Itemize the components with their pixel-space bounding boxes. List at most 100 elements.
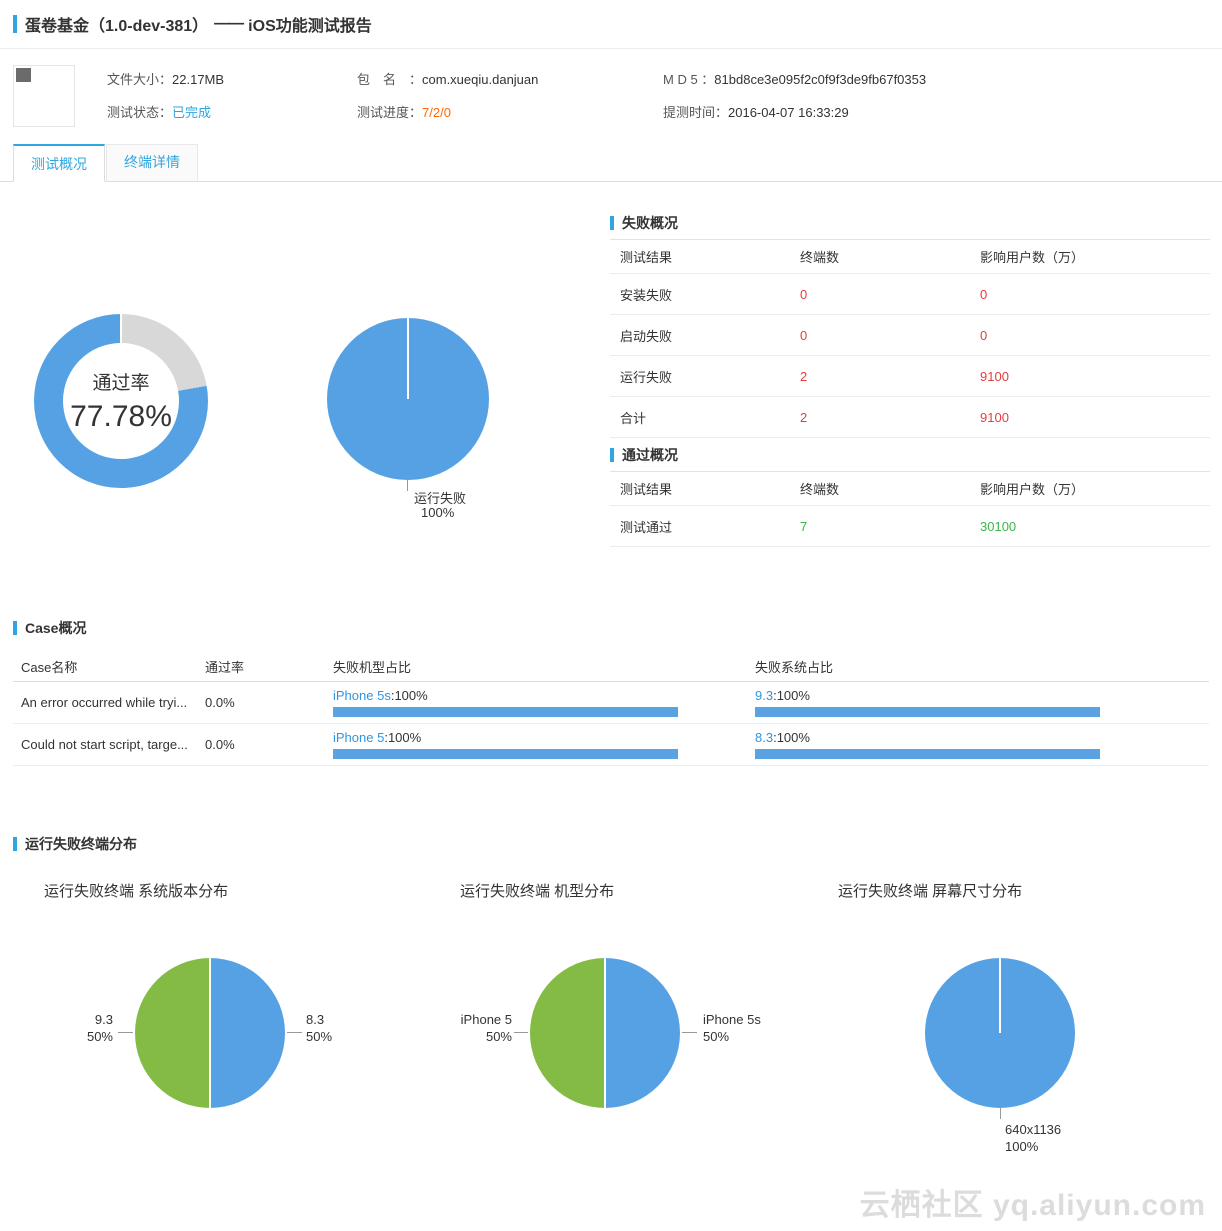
failure-table-title-text: 失败概况 (622, 214, 678, 231)
column-header: 影响用户数（万） (980, 482, 1085, 497)
md5: M D 5 ：81bd8ce3e095f2c0f9f3de9fb67f0353 (663, 69, 1222, 88)
slice-percent: 50% (86, 1029, 113, 1044)
file-size-value: 22.17MB (172, 72, 225, 87)
pass-table-title-text: 通过概况 (622, 446, 678, 463)
case-name: Could not start script, targe... (21, 737, 188, 752)
case-row: Could not start script, targe... 0.0% iP… (13, 724, 1209, 766)
case-table-header: Case名称 通过率 失败机型占比 失败系统占比 (13, 652, 1209, 682)
package-name: 包 名 ：com.xueqiu.danjuan (357, 69, 663, 88)
affected-users: 0 (980, 286, 988, 302)
page-title: 蛋卷基金（1.0-dev-381） —— iOS功能测试报告 (25, 12, 372, 36)
model-bar-track (333, 707, 678, 717)
watermark: 云栖社区 yq.aliyun.com (859, 1189, 1206, 1222)
terminal-count: 2 (800, 409, 808, 425)
result-name: 安装失败 (620, 287, 673, 303)
distribution-charts: 运行失败终端 系统版本分布 9.3 50% 8.3 50% 运行失败终端 机型分… (13, 880, 1222, 1192)
leader-line (682, 1032, 697, 1033)
section-accent-bar (13, 621, 17, 635)
case-section-title-text: Case概况 (25, 620, 87, 636)
failure-pie-percent: 100% (421, 505, 455, 520)
md5-label: M D 5 ： (663, 72, 715, 87)
column-header: Case名称 (21, 660, 78, 675)
system-bar (755, 707, 1100, 717)
slice-percent: 50% (485, 1029, 512, 1044)
submit-time-value: 2016-04-07 16:33:29 (728, 105, 849, 120)
report-title: iOS功能测试报告 (248, 18, 372, 35)
pass-table-header: 测试结果 终端数 影响用户数（万） (610, 472, 1210, 506)
failed-system-label: 9.3:100% (755, 688, 1209, 703)
model-bar (333, 749, 678, 759)
affected-users: 9100 (980, 409, 1009, 425)
affected-users: 0 (980, 327, 988, 343)
system-name: 8.3 (755, 730, 774, 745)
file-size-label: 文件大小： (107, 72, 173, 87)
table-row: 运行失败 2 9100 (610, 356, 1210, 397)
leader-line (287, 1032, 302, 1033)
case-pass-rate: 0.0% (205, 695, 235, 710)
dist-chart-title: 运行失败终端 系统版本分布 (44, 883, 229, 900)
failed-system-cell: 9.3:100% (755, 688, 1209, 717)
app-info-panel: 文件大小：22.17MB 测试状态：已完成 包 名 ：com.xueqiu.da… (0, 49, 1222, 133)
submit-time-label: 提测时间： (663, 105, 729, 120)
test-status-label: 测试状态： (107, 105, 173, 120)
column-header: 失败机型占比 (333, 660, 412, 675)
dist-chart-screen-size: 运行失败终端 屏幕尺寸分布 640x1136 100% (819, 880, 1222, 1192)
case-pass-rate: 0.0% (205, 737, 235, 752)
system-name: 9.3 (755, 688, 774, 703)
table-row: 启动失败 0 0 (610, 315, 1210, 356)
column-header: 测试结果 (620, 482, 673, 497)
pie-left-label: iPhone 5 50% (426, 1011, 512, 1045)
failure-pie-leader-line (407, 480, 408, 491)
test-status: 测试状态：已完成 (107, 102, 357, 121)
tab-terminal-detail[interactable]: 终端详情 (106, 144, 198, 181)
app-icon (13, 65, 75, 127)
test-status-value: 已完成 (172, 105, 212, 120)
slice-label: 8.3 (306, 1012, 325, 1027)
tab-test-overview[interactable]: 测试概况 (13, 144, 105, 182)
terminal-count: 0 (800, 327, 808, 343)
test-progress: 测试进度：7/2/0 (357, 102, 663, 121)
section-accent-bar (13, 837, 17, 851)
leader-line (118, 1032, 133, 1033)
model-name: iPhone 5 (333, 730, 385, 745)
case-name: An error occurred while tryi... (21, 695, 188, 710)
failure-table-title: 失败概况 (610, 206, 1210, 240)
pass-rate-label: 通过率 (92, 373, 150, 394)
section-accent-bar (610, 215, 614, 230)
case-section-title: Case概况 (13, 618, 1209, 638)
failure-pie-label: 运行失败 (414, 491, 467, 506)
slice-percent: 50% (306, 1029, 333, 1044)
distribution-section-title-text: 运行失败终端分布 (25, 836, 137, 852)
pie-left-label: 9.3 50% (43, 1011, 113, 1045)
app-info-col-3: M D 5 ：81bd8ce3e095f2c0f9f3de9fb67f0353 … (663, 65, 1222, 127)
system-percent: :100% (773, 688, 810, 703)
column-header: 终端数 (800, 482, 840, 497)
terminal-count: 0 (800, 286, 808, 302)
title-dash: —— (214, 15, 244, 32)
result-name: 合计 (620, 410, 647, 426)
table-row: 安装失败 0 0 (610, 274, 1210, 315)
pie-right-label: iPhone 5s 50% (703, 1011, 761, 1045)
terminal-count: 2 (800, 368, 808, 384)
os-version-pie (135, 958, 285, 1108)
terminal-count: 7 (800, 518, 808, 534)
section-accent-bar (610, 447, 614, 462)
failed-system-label: 8.3:100% (755, 730, 1209, 745)
overview-section: 通过率 77.78% 运行失败 100% 失败概况 测试结果 终端数 影响用户数… (0, 182, 1222, 558)
affected-users: 30100 (980, 518, 1017, 534)
failed-model-label: iPhone 5:100% (333, 730, 755, 745)
model-name: iPhone 5s (333, 688, 391, 703)
slice-label: 640x1136 (1005, 1122, 1062, 1137)
dist-chart-title: 运行失败终端 屏幕尺寸分布 (838, 883, 1023, 900)
pass-rate-donut-center: 通过率 77.78% (63, 343, 179, 459)
failure-table-header: 测试结果 终端数 影响用户数（万） (610, 240, 1210, 274)
result-name: 运行失败 (620, 369, 673, 385)
system-bar-track (755, 749, 1100, 759)
summary-tables: 失败概况 测试结果 终端数 影响用户数（万） 安装失败 0 0 启动失败 0 0… (610, 206, 1210, 547)
package-name-value: com.xueqiu.danjuan (422, 72, 539, 87)
screen-size-pie (925, 958, 1075, 1108)
pass-rate-value: 77.78% (70, 400, 172, 433)
submit-time: 提测时间：2016-04-07 16:33:29 (663, 102, 1222, 121)
column-header: 失败系统占比 (755, 660, 834, 675)
pass-table-title: 通过概况 (610, 438, 1210, 472)
